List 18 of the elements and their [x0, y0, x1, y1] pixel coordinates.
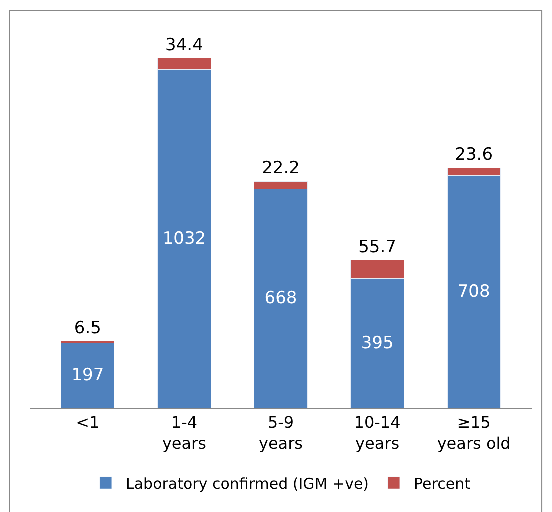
data-label: 55.7 — [358, 237, 396, 258]
legend-label: Percent — [414, 474, 471, 493]
data-label: 22.2 — [262, 158, 300, 179]
data-label: 23.6 — [455, 145, 494, 166]
data-label: 395 — [361, 333, 394, 354]
data-label: 1032 — [162, 228, 206, 249]
x-tick-label: 10-14 years — [354, 413, 401, 453]
data-label: 197 — [72, 366, 104, 386]
x-tick-label: ≥15 years old — [437, 413, 511, 453]
data-label: 34.4 — [166, 35, 204, 56]
legend-label: Laboratory confirmed (IGM +ve) — [126, 474, 370, 493]
bar — [61, 343, 115, 408]
data-label: 6.5 — [74, 318, 102, 338]
data-label: 668 — [264, 288, 298, 309]
x-tick-label: 5-9 years — [258, 413, 304, 453]
x-tick-label: 1-4 years — [162, 413, 206, 453]
data-label: 708 — [458, 282, 490, 302]
x-tick-label: <1 — [76, 413, 100, 432]
